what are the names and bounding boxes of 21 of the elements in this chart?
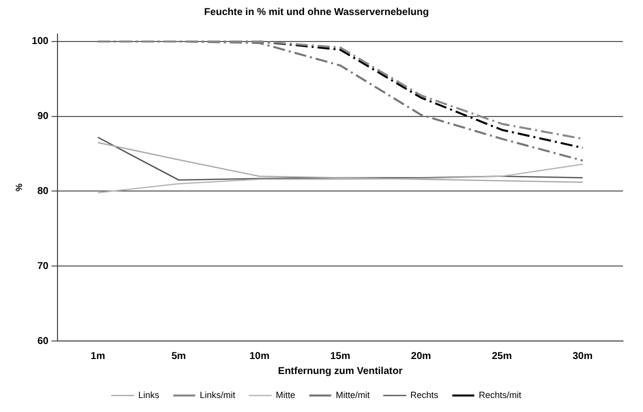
x-tick-label: 20m — [411, 350, 432, 362]
x-tick-label: 25m — [492, 350, 512, 362]
x-tick-label: 1m — [90, 350, 106, 362]
legend-label: Mitte — [276, 390, 296, 400]
x-axis-title: Entfernung zum Ventilator — [278, 366, 403, 377]
legend-label: Rechts — [410, 390, 439, 400]
legend-label: Mitte/mit — [336, 390, 370, 400]
y-tick-label: 80 — [37, 186, 49, 197]
chart-title: Feuchte in % mit und ohne Wasservernebelung — [204, 6, 429, 18]
x-tick-label: 15m — [330, 350, 350, 362]
y-axis-title: % — [14, 183, 24, 192]
x-tick-label: 5m — [171, 350, 186, 362]
y-tick-label: 70 — [37, 260, 49, 272]
x-tick-label: 10m — [249, 350, 270, 362]
x-tick-label: 30m — [572, 350, 593, 362]
legend-label: Links — [138, 390, 160, 400]
legend-label: Rechts/mit — [478, 390, 522, 400]
y-tick-label: 90 — [37, 111, 49, 122]
legend-label: Links/mit — [200, 390, 236, 400]
y-tick-label: 60 — [37, 336, 49, 347]
y-tick-label: 100 — [32, 36, 49, 48]
